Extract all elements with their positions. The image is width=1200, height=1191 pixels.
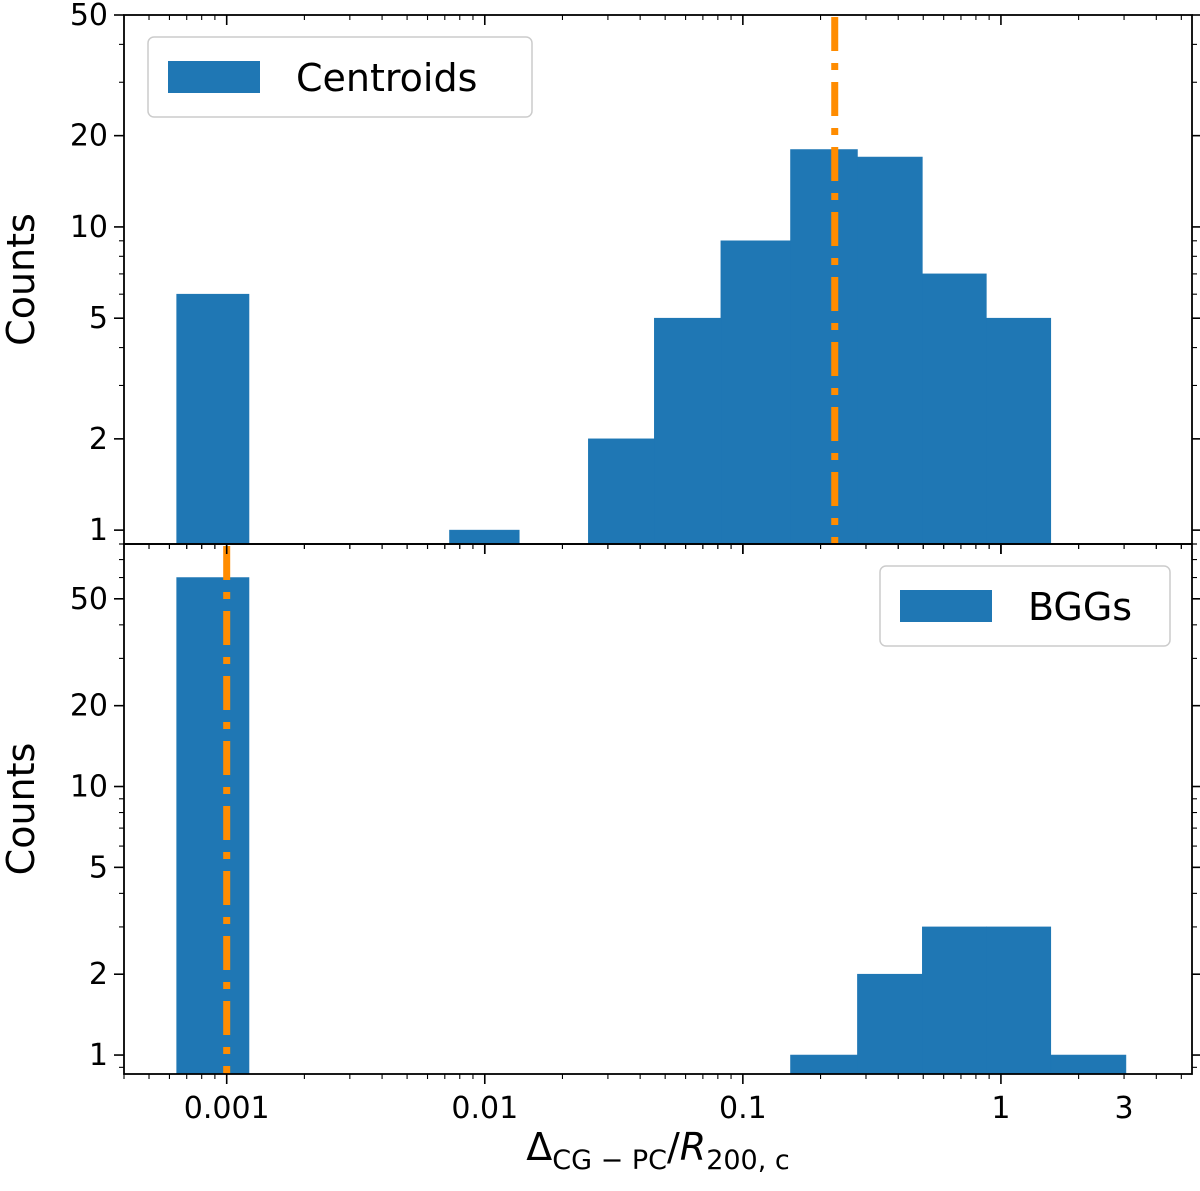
histogram-bar <box>1050 1054 1127 1075</box>
histogram-bar <box>449 529 520 545</box>
legend-box <box>147 36 533 118</box>
x-tick-label: 0.001 <box>184 1091 270 1126</box>
histogram-bar <box>857 973 923 1075</box>
axes-frame-bggs <box>123 543 1193 1075</box>
y-axis-label-bottom: Counts <box>0 743 43 876</box>
y-tick-label: 5 <box>89 850 108 885</box>
bars-centroids <box>176 149 1052 545</box>
legend-swatch-bggs <box>900 590 992 622</box>
x-tick-label: 1 <box>991 1091 1010 1126</box>
ticks-centroids: 1 2 5 10 20 50 <box>70 0 1200 554</box>
y-tick-label: 2 <box>89 957 108 992</box>
legend-swatch-centroids <box>168 61 260 93</box>
panel-centroids: 1 2 5 10 20 50 Centroids Counts <box>0 0 1200 554</box>
y-tick-label: 20 <box>70 689 108 724</box>
y-tick-label: 10 <box>70 770 108 805</box>
legend-label-bggs: BGGs <box>1028 585 1132 629</box>
y-tick-label: 1 <box>89 513 108 548</box>
y-tick-label: 5 <box>89 301 108 336</box>
y-tick-label: 2 <box>89 422 108 457</box>
ticks-bggs: 1 2 5 10 20 50 0.001 0.01 0.1 1 3 <box>70 543 1200 1126</box>
x-tick-label: 0.1 <box>719 1091 767 1126</box>
y-tick-label: 50 <box>70 0 108 33</box>
histogram-bar <box>720 240 791 545</box>
y-tick-label: 20 <box>70 119 108 154</box>
x-tick-label: 0.01 <box>451 1091 518 1126</box>
histogram-bar <box>654 317 722 545</box>
histogram-bar <box>176 577 250 1075</box>
legend-centroids: Centroids <box>147 36 533 118</box>
histogram-bar <box>176 293 250 545</box>
x-tick-label: 3 <box>1115 1091 1134 1126</box>
bars-bggs <box>176 577 1127 1075</box>
histogram-bar <box>986 317 1052 545</box>
histogram-bar <box>790 1054 858 1075</box>
histogram-bar <box>986 926 1052 1075</box>
histogram-bar <box>922 273 987 545</box>
histogram-bar <box>790 149 858 545</box>
x-axis-label-sub1: CG − PC <box>552 1145 667 1176</box>
x-axis-label: ΔCG − PC/R200, c <box>526 1125 789 1176</box>
legend-box <box>879 565 1171 647</box>
y-tick-label: 50 <box>70 582 108 617</box>
histogram-bar <box>922 926 987 1075</box>
x-axis-label-slash: / <box>667 1125 680 1169</box>
y-axis-label-top: Counts <box>0 213 43 346</box>
histogram-bar <box>588 438 655 545</box>
x-axis-label-r: R <box>680 1125 706 1169</box>
y-tick-label: 1 <box>89 1038 108 1073</box>
x-axis-label-sub2: 200, c <box>706 1145 790 1176</box>
legend-label-centroids: Centroids <box>296 56 477 100</box>
panel-bggs: 1 2 5 10 20 50 0.001 0.01 0.1 1 3 BGGs Counts <box>0 543 1200 1126</box>
legend-bggs: BGGs <box>879 565 1171 647</box>
y-tick-label: 10 <box>70 210 108 245</box>
histogram-bar <box>857 156 923 545</box>
x-axis-label-delta: Δ <box>526 1125 552 1169</box>
